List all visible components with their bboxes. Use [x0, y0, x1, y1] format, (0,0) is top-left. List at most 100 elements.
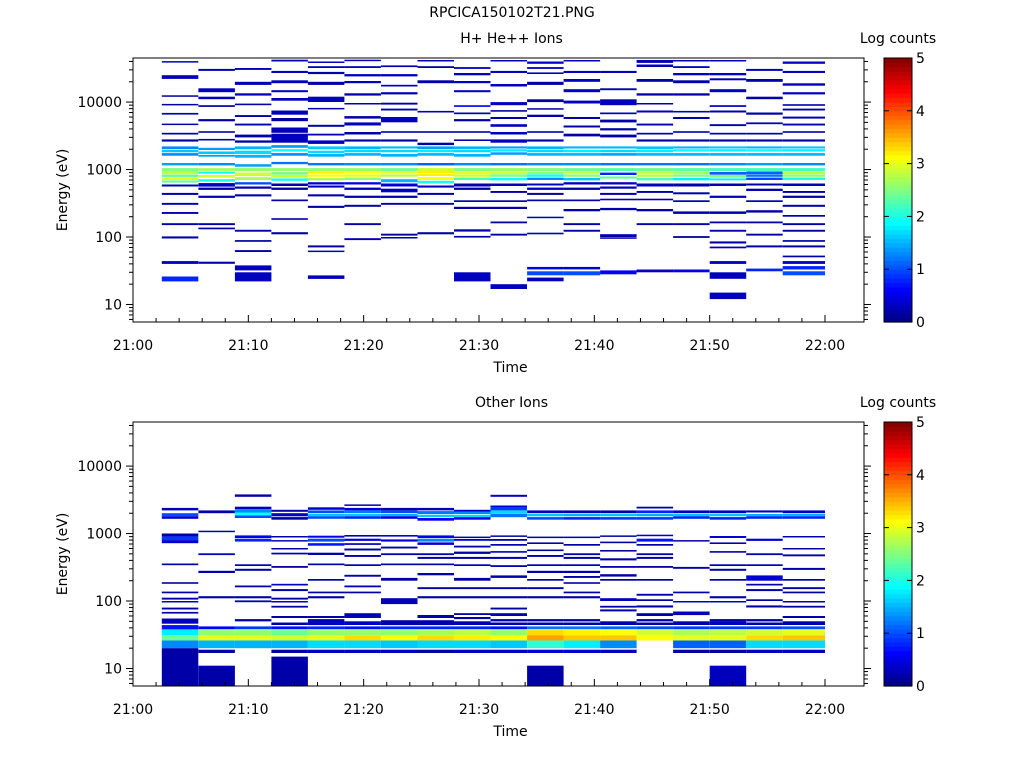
- heatmap-cell: [271, 110, 308, 115]
- heatmap-cell: [709, 542, 747, 544]
- heatmap-cell: [636, 566, 674, 568]
- heatmap-cell: [454, 556, 491, 559]
- heatmap-cell: [527, 232, 564, 235]
- heatmap-cell: [636, 269, 674, 273]
- heatmap-cell: [490, 163, 527, 166]
- heatmap-cell: [527, 665, 564, 686]
- heatmap-cell: [234, 265, 272, 271]
- colorbar-swatch: [884, 540, 912, 546]
- y-tick-label: 10000: [77, 95, 122, 111]
- heatmap-cell: [600, 150, 637, 153]
- heatmap-cell: [636, 139, 674, 142]
- heatmap-cell: [198, 88, 235, 93]
- heatmap-cell: [636, 556, 674, 559]
- colorbar-swatch: [884, 488, 912, 493]
- heatmap-cell: [490, 110, 527, 112]
- heatmap-cell: [673, 591, 710, 594]
- heatmap-cell: [344, 223, 381, 226]
- heatmap-cell: [381, 510, 418, 514]
- heatmap-cell: [307, 507, 345, 510]
- colorbar-swatch: [884, 611, 912, 617]
- heatmap-cell: [234, 640, 272, 649]
- colorbar-swatch: [884, 532, 912, 537]
- heatmap-cell: [271, 183, 308, 186]
- heatmap-cell: [600, 649, 637, 653]
- heatmap-cell: [161, 153, 199, 156]
- colorbar-swatch: [884, 229, 912, 235]
- heatmap-cell: [673, 80, 710, 84]
- colorbar-swatch: [884, 93, 912, 99]
- heatmap-cell: [234, 240, 272, 242]
- heatmap-cell: [636, 223, 674, 226]
- heatmap-cell: [234, 596, 272, 599]
- heatmap-cell: [782, 649, 825, 653]
- y-axis: 10 100 1000 10000: [77, 60, 871, 320]
- heatmap-cell: [454, 640, 491, 649]
- heatmap-cell: [344, 182, 381, 185]
- heatmap-cell: [746, 79, 783, 82]
- heatmap-cell: [636, 171, 674, 174]
- heatmap-cell: [344, 150, 381, 153]
- heatmap-cell: [746, 149, 783, 152]
- colorbar-swatch: [884, 269, 912, 275]
- colorbar-swatch: [884, 102, 912, 107]
- heatmap-cell: [746, 630, 783, 636]
- colorbar-swatch: [884, 317, 912, 323]
- heatmap-cell: [563, 178, 601, 181]
- heatmap-cell: [161, 516, 199, 519]
- colorbar-swatch: [884, 247, 912, 253]
- colorbar-tick-label: 1: [916, 262, 925, 278]
- heatmap-cell: [381, 108, 418, 111]
- heatmap-cell: [271, 218, 308, 220]
- colorbar-swatch: [884, 128, 912, 134]
- heatmap-cell: [600, 566, 637, 568]
- heatmap-cell: [527, 153, 564, 156]
- heatmap-cell: [271, 601, 308, 603]
- colorbar-swatch: [884, 664, 912, 669]
- heatmap-cell: [746, 635, 783, 641]
- heatmap-cell: [417, 596, 454, 599]
- heatmap-cell: [490, 556, 527, 559]
- heatmap-cell: [673, 192, 710, 195]
- heatmap-cell: [198, 630, 235, 636]
- heatmap-cell: [417, 131, 454, 133]
- heatmap-cell: [709, 246, 747, 249]
- heatmap-cell: [636, 605, 674, 608]
- heatmap-cell: [600, 146, 637, 149]
- heatmap-cell: [563, 171, 601, 174]
- heatmap-cell: [527, 587, 564, 590]
- heatmap-cell: [600, 119, 637, 123]
- heatmap-cell: [746, 564, 783, 566]
- heatmap-cell: [417, 142, 454, 146]
- heatmap-cell: [636, 626, 674, 630]
- heatmap-cell: [636, 579, 674, 581]
- heatmap-cell: [381, 577, 418, 581]
- heatmap-cell: [782, 554, 825, 557]
- heatmap-cell: [234, 564, 272, 566]
- colorbar-tick-label: 3: [916, 521, 925, 537]
- heatmap-cell: [454, 545, 491, 548]
- colorbar-swatch: [884, 430, 912, 436]
- heatmap-cell: [271, 145, 308, 148]
- heatmap-cell: [782, 92, 825, 95]
- heatmap-cell: [417, 553, 454, 556]
- heatmap-cell: [454, 81, 491, 84]
- heatmap-cell: [307, 591, 345, 594]
- heatmap-cell: [709, 626, 747, 630]
- heatmap-cell: [673, 510, 710, 514]
- colorbar-swatch: [884, 681, 912, 687]
- heatmap-cell: [198, 553, 235, 556]
- heatmap-cell: [782, 116, 825, 119]
- heatmap-cell: [673, 200, 710, 202]
- heatmap-cell: [636, 630, 674, 636]
- heatmap-cell: [344, 177, 381, 180]
- heatmap-cell: [344, 626, 381, 630]
- heatmap-cell: [417, 538, 454, 542]
- heatmap-cell: [563, 117, 601, 119]
- heatmap-cell: [161, 177, 199, 180]
- heatmap-cell: [490, 284, 527, 289]
- colorbar-swatch: [884, 84, 912, 90]
- x-tick-label: 21:10: [228, 702, 268, 718]
- heatmap-cell: [782, 229, 825, 232]
- heatmap-cell: [234, 134, 272, 138]
